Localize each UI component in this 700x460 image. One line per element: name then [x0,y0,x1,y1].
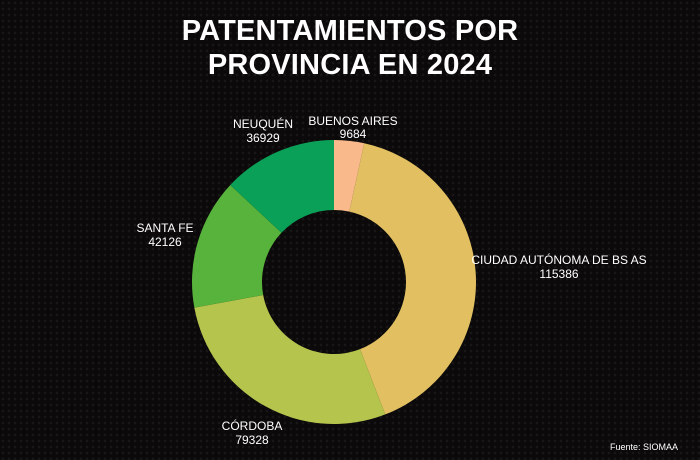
chart-title-line-2: PROVINCIA EN 2024 [207,49,493,81]
slice-label-value: 36929 [246,131,280,145]
slice-neuquen [230,140,334,233]
slice-label-name: CIUDAD AUTÓNOMA DE BS AS [471,252,646,267]
slice-label-name: CÓRDOBA [222,418,283,433]
slice-label-neuquen: NEUQUÉN 36929 [233,116,293,145]
slice-ciudad-autonoma-de-bs-as [349,143,476,415]
slice-label-santa-fe: SANTA FE 42126 [136,221,193,249]
chart-title-line-1: PATENTAMIENTOS POR [181,15,519,47]
slice-label-value: 9684 [340,127,367,141]
slice-buenos-aires [334,140,365,212]
slice-label-value: 79328 [235,433,269,447]
slice-label-cordoba: CÓRDOBA 79328 [222,418,283,447]
slice-santa-fe [191,184,282,308]
slice-label-name: NEUQUÉN [233,116,293,131]
slice-label-name: BUENOS AIRES [308,114,397,128]
slice-cordoba [194,295,386,424]
source-note: Fuente: SIOMAA [609,442,678,452]
slice-label-buenos-aires: BUENOS AIRES 9684 [308,114,397,141]
slice-label-caba: CIUDAD AUTÓNOMA DE BS AS 115386 [471,252,646,281]
slice-label-value: 115386 [539,267,578,281]
donut-slices [191,140,476,424]
slice-label-value: 42126 [148,235,182,249]
chart-title: PATENTAMIENTOS POR PROVINCIA EN 2024 [0,14,700,82]
slice-label-name: SANTA FE [136,221,193,235]
